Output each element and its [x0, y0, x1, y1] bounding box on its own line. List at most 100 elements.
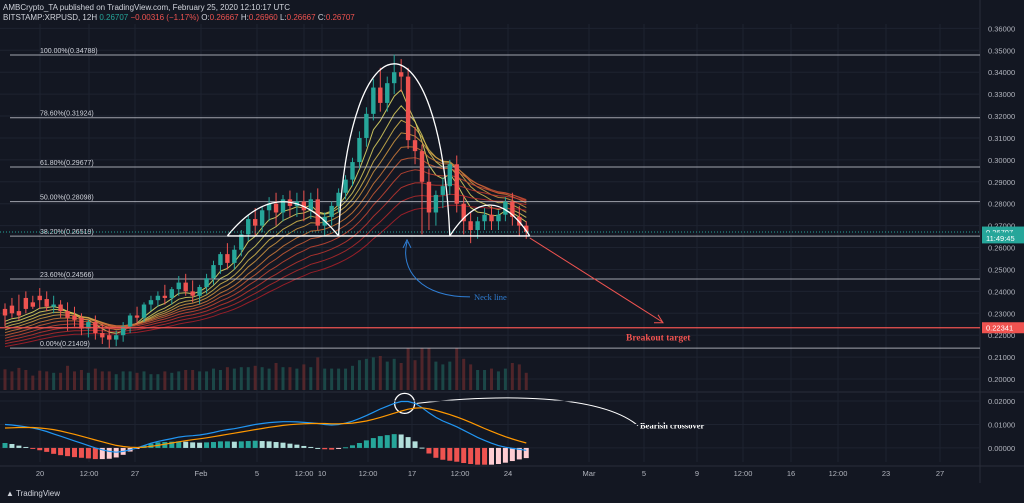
macd-histogram-bar	[280, 442, 286, 448]
candle-body	[426, 181, 432, 213]
candle-body	[246, 219, 251, 235]
candle-body	[86, 322, 91, 329]
time-tick-label: 16	[787, 469, 795, 478]
annotations: Neck line Breakout target Bearish crossove…	[0, 63, 980, 431]
volume-bar	[385, 361, 389, 390]
volume-bar	[510, 363, 514, 390]
macd-histogram-bar	[301, 445, 307, 448]
brand-label: TradingView	[16, 489, 61, 498]
candle-body	[433, 194, 439, 213]
candle-body	[127, 315, 133, 327]
volume-bar	[316, 357, 320, 390]
candle-body	[510, 201, 515, 217]
candle-body	[190, 291, 195, 296]
candle-body	[357, 137, 362, 163]
volume-bar	[476, 370, 480, 390]
macd-histogram-bar	[211, 442, 216, 448]
macd-histogram-bar	[204, 442, 210, 448]
macd-histogram-bar	[44, 447, 50, 452]
macd-histogram-bar	[308, 446, 314, 448]
candle-body	[315, 199, 320, 226]
candle-body	[350, 162, 355, 180]
volume-bar	[205, 371, 209, 390]
volume-bar	[455, 348, 459, 390]
volume-bar	[246, 367, 250, 390]
macd-histogram-bar	[2, 443, 8, 448]
ema-line	[4, 169, 527, 339]
time-tick-label: Mar	[583, 469, 596, 478]
bearish-crossover-label: Bearish crossover	[640, 421, 705, 431]
macd-histogram-bar	[482, 447, 488, 465]
macd-histogram-bar	[78, 447, 84, 458]
candle-body	[44, 299, 49, 307]
candle-body	[176, 282, 181, 290]
macd-histogram-bar	[224, 441, 230, 448]
fib-level-label: 23.60%(0.24566)	[40, 272, 94, 279]
volume-bar	[357, 360, 361, 390]
volume-bar	[59, 372, 63, 390]
high-value: 0.26960	[248, 13, 278, 22]
candle-body	[155, 295, 161, 301]
volume-bar	[337, 368, 341, 390]
volume-bar	[420, 348, 424, 390]
candle-body	[107, 335, 112, 340]
volume-bar	[288, 367, 292, 390]
macd-histogram-bar	[58, 447, 64, 456]
time-tick-label: 10	[318, 469, 326, 478]
volume-bar	[448, 361, 452, 390]
macd-histogram-bar	[85, 447, 91, 459]
macd-histogram-bar	[426, 447, 432, 454]
volume-bar	[434, 361, 438, 390]
macd-tick-label: 0.02000	[988, 397, 1015, 406]
macd-histogram-bar	[51, 447, 57, 454]
volume-bar	[10, 371, 14, 390]
macd-histogram-bar	[217, 441, 223, 448]
macd-histogram-bar	[30, 447, 36, 449]
time-tick-label: 27	[131, 469, 139, 478]
ema-line	[4, 132, 527, 331]
volume-bar	[170, 372, 174, 390]
tradingview-brand: ▲ TradingView	[6, 489, 60, 498]
candle-body	[454, 164, 459, 204]
macd-histogram-bar	[162, 442, 168, 448]
volume-bar	[392, 358, 396, 390]
macd-histogram-bar	[65, 447, 71, 457]
open-value: 0.26667	[209, 13, 239, 22]
time-axis: 20 12:00 27 Feb 5 12:00 10 12:00 17 12:00 24 Mar 5 9 1…	[36, 469, 944, 478]
macd-histogram-bar	[363, 440, 369, 448]
candle-body	[371, 87, 376, 114]
volume-bar	[212, 368, 215, 390]
fib-level-label: 50.00%(0.28098)	[40, 195, 94, 202]
neck-arrow-head-icon	[402, 238, 412, 249]
macd-histogram-bar	[433, 447, 439, 458]
volume-bar	[73, 371, 76, 390]
candle-body	[232, 249, 237, 263]
candle-body	[218, 254, 223, 266]
candle-body	[58, 304, 63, 312]
macd-panel	[0, 400, 980, 465]
macd-histogram-bar	[294, 444, 300, 448]
volume-bar	[462, 358, 466, 390]
volume-bar	[524, 372, 528, 390]
price-tick-label: 0.35000	[988, 46, 1015, 55]
volume-bar	[253, 365, 257, 390]
macd-histogram-bar	[502, 447, 508, 463]
volume-bar	[100, 371, 104, 390]
macd-histogram-bar	[350, 445, 355, 448]
price-change: −0.00316 (−1.17%)	[130, 13, 199, 22]
macd-histogram-bar	[99, 447, 105, 460]
candle-body	[489, 214, 494, 222]
volume-bar	[295, 368, 299, 390]
volume-bar	[149, 374, 153, 390]
candle-body	[72, 315, 77, 320]
candle-body	[329, 205, 334, 217]
price-tag-box	[982, 226, 1024, 238]
time-tick-label: 27	[936, 469, 944, 478]
candle-body	[503, 201, 508, 215]
macd-histogram-bar	[9, 443, 15, 448]
volume-bar	[351, 365, 354, 390]
high-label: H:	[240, 13, 249, 22]
price-tick-label: 0.32000	[988, 112, 1015, 121]
price-tick-label: 0.34000	[988, 68, 1015, 77]
